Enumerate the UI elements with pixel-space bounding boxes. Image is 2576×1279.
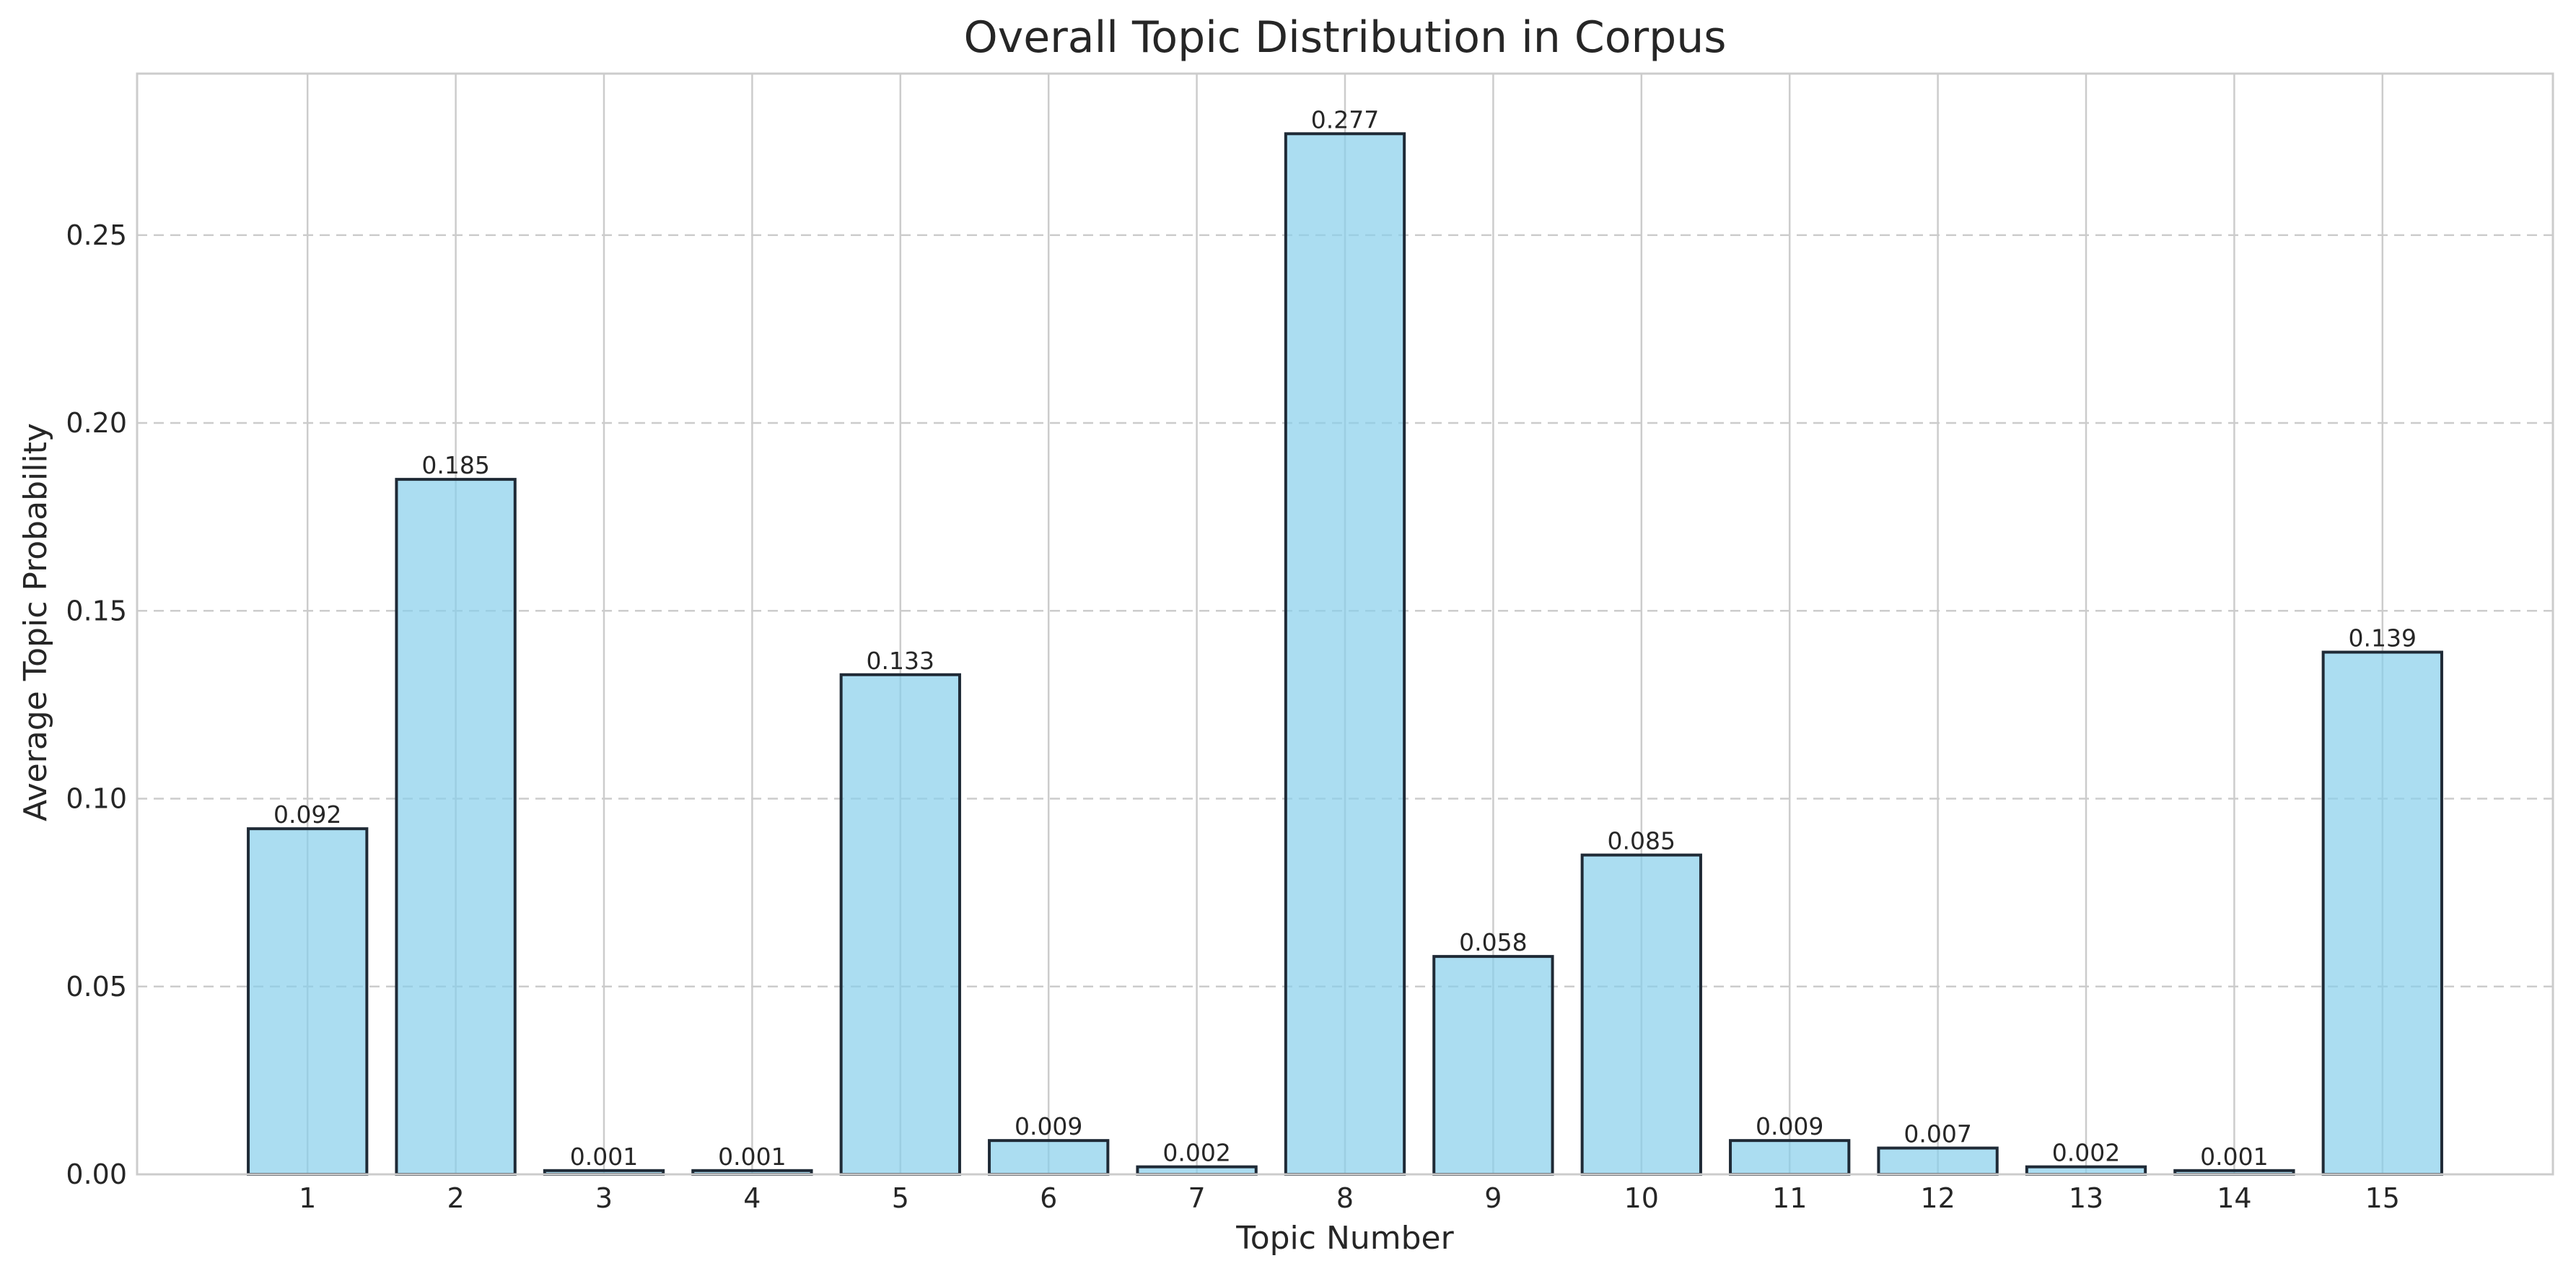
bar <box>2321 650 2443 1176</box>
x-tick-label: 13 <box>2069 1182 2103 1214</box>
x-tick-label: 5 <box>892 1182 909 1214</box>
x-tick-label: 14 <box>2217 1182 2251 1214</box>
bar-value-label: 0.133 <box>867 647 934 675</box>
bar-value-label: 0.092 <box>273 800 341 829</box>
bar <box>988 1139 1110 1176</box>
x-tick-label: 8 <box>1336 1182 1354 1214</box>
bar <box>395 478 517 1176</box>
bars-layer <box>247 132 2443 1177</box>
bar-value-label: 0.139 <box>2349 624 2417 652</box>
x-tick-label: 4 <box>743 1182 761 1214</box>
x-tick-label: 15 <box>2365 1182 2400 1214</box>
bar-value-label: 0.001 <box>2200 1143 2268 1171</box>
bar-value-label: 0.002 <box>1162 1139 1230 1167</box>
bar <box>2025 1165 2147 1177</box>
chart-title: Overall Topic Distribution in Corpus <box>963 12 1726 63</box>
bar-value-label: 0.002 <box>2052 1139 2120 1167</box>
bar-value-label: 0.001 <box>570 1143 638 1171</box>
bar <box>1136 1165 1258 1177</box>
x-axis-label: Topic Number <box>1235 1220 1454 1257</box>
y-tick-label: 0.10 <box>66 783 127 815</box>
bar-value-label: 0.009 <box>1756 1112 1823 1140</box>
y-tick-label: 0.20 <box>66 407 127 439</box>
x-tick-label: 9 <box>1484 1182 1502 1214</box>
bar-value-label: 0.058 <box>1459 928 1527 956</box>
y-tick-label: 0.00 <box>66 1158 127 1190</box>
y-tick-label: 0.05 <box>66 971 127 1003</box>
bar <box>247 827 369 1176</box>
x-tick-label: 3 <box>595 1182 613 1214</box>
x-tick-label: 12 <box>1920 1182 1955 1214</box>
bar <box>1580 853 1702 1177</box>
ticks-layer: 0.000.050.100.150.200.251 2 3 4 5 6 7 8 9 10 11 12 1… <box>66 219 2400 1214</box>
x-tick-label: 6 <box>1040 1182 1057 1214</box>
x-tick-label: 11 <box>1772 1182 1807 1214</box>
bar <box>839 673 961 1176</box>
labels-layer: 0.092 0.185 0.001 0.001 0.133 0.009 0.002 0.277… <box>273 105 2417 1171</box>
bar-value-label: 0.085 <box>1608 827 1675 855</box>
x-tick-label: 7 <box>1188 1182 1206 1214</box>
x-tick-label: 10 <box>1624 1182 1659 1214</box>
bar-value-label: 0.185 <box>421 451 489 479</box>
x-tick-label: 2 <box>447 1182 465 1214</box>
y-tick-label: 0.25 <box>66 219 127 251</box>
bar <box>1284 132 1406 1176</box>
y-axis-label: Average Topic Probability <box>17 423 54 821</box>
bar <box>1729 1139 1851 1176</box>
bar-value-label: 0.001 <box>718 1143 786 1171</box>
x-tick-label: 1 <box>299 1182 316 1214</box>
y-tick-label: 0.15 <box>66 595 127 627</box>
plot-frame <box>136 72 2554 1176</box>
bar <box>1432 955 1554 1177</box>
bar-value-label: 0.277 <box>1311 105 1379 134</box>
bar-value-label: 0.007 <box>1903 1120 1971 1148</box>
bar-value-label: 0.009 <box>1015 1112 1082 1140</box>
bar <box>1877 1146 1999 1176</box>
